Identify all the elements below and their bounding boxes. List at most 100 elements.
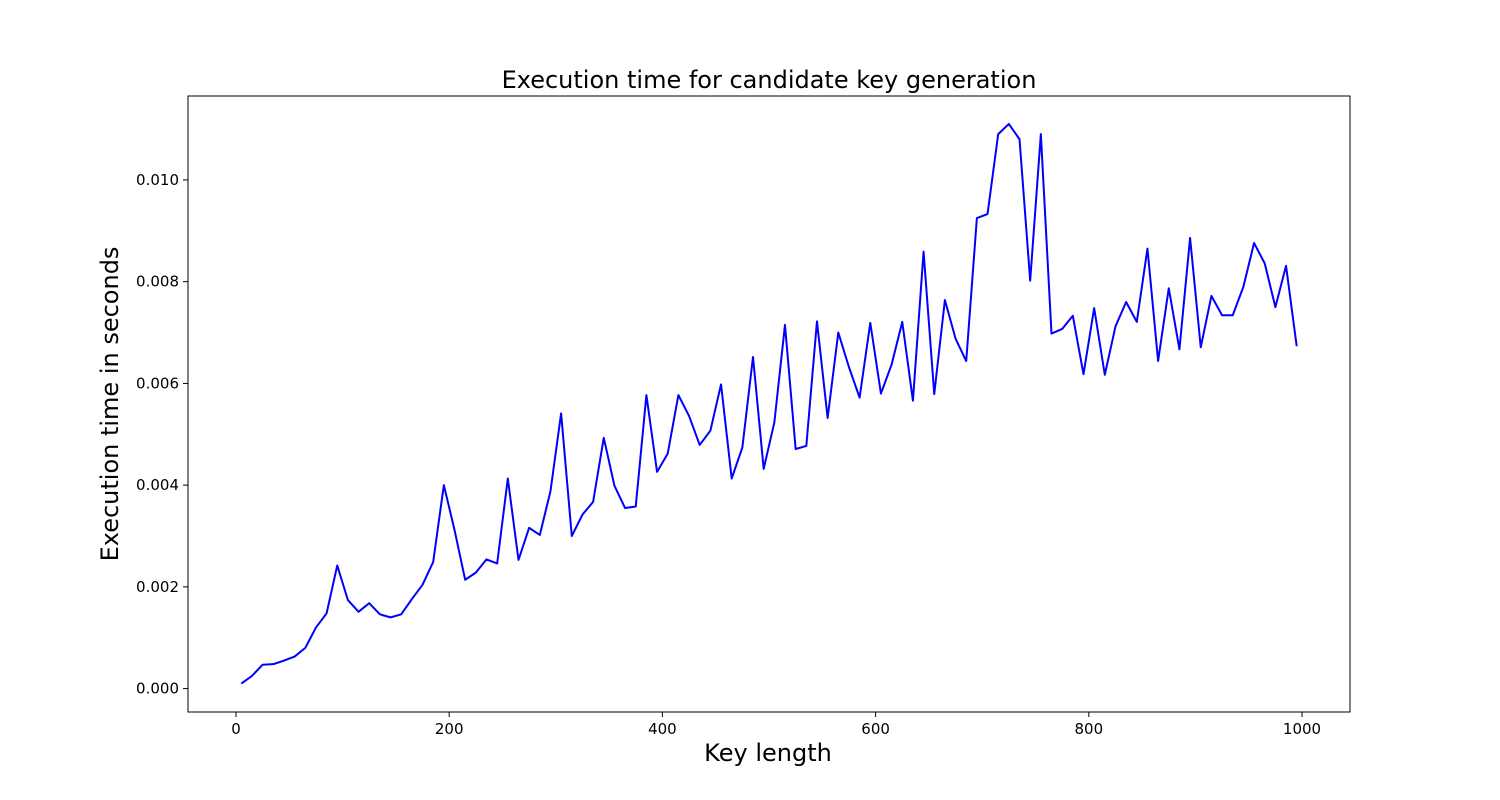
x-tick-label: 1000	[1283, 720, 1321, 738]
data-point	[432, 561, 434, 563]
data-point	[283, 660, 285, 662]
data-point	[763, 468, 765, 470]
chart-title: Execution time for candidate key generat…	[502, 66, 1037, 94]
data-point	[1253, 242, 1255, 244]
x-axis-ticks: 0 200 400 600 800 1000	[231, 712, 1321, 738]
data-point	[443, 484, 445, 486]
data-point	[358, 611, 360, 613]
data-point	[581, 514, 583, 516]
data-point	[731, 478, 733, 480]
data-point	[240, 683, 242, 685]
data-point	[933, 393, 935, 395]
data-point	[517, 559, 519, 561]
data-point	[347, 599, 349, 601]
data-point	[262, 664, 264, 666]
x-tick-label: 600	[861, 720, 890, 738]
data-point	[315, 627, 317, 629]
data-point	[1168, 287, 1170, 289]
data-point	[656, 471, 658, 473]
y-tick-label: 0.004	[136, 476, 179, 494]
data-point	[741, 446, 743, 448]
y-axis-label: Execution time in seconds	[96, 247, 124, 562]
data-point	[784, 324, 786, 326]
y-tick-label: 0.000	[136, 680, 179, 698]
data-point	[326, 612, 328, 614]
data-point	[294, 656, 296, 658]
data-point	[1008, 123, 1010, 125]
data-point	[1072, 315, 1074, 317]
data-point	[869, 322, 871, 324]
data-point	[997, 133, 999, 135]
data-point	[336, 565, 338, 567]
data-point	[1114, 325, 1116, 327]
data-point	[528, 527, 530, 529]
data-point	[677, 394, 679, 396]
data-point	[1040, 133, 1042, 135]
data-point	[816, 320, 818, 322]
data-point	[965, 360, 967, 362]
data-point	[859, 397, 861, 399]
data-point	[1178, 348, 1180, 350]
data-point	[1061, 328, 1063, 330]
data-point	[613, 485, 615, 487]
data-point	[976, 217, 978, 219]
data-point	[805, 445, 807, 447]
data-point	[1093, 307, 1095, 309]
data-point	[539, 534, 541, 536]
series-layer	[240, 122, 1298, 685]
data-point	[699, 444, 701, 446]
x-tick-label: 800	[1074, 720, 1103, 738]
data-point	[891, 364, 893, 366]
data-point	[560, 412, 562, 414]
data-point	[624, 507, 626, 509]
data-point	[379, 613, 381, 615]
data-point	[400, 613, 402, 615]
data-point	[592, 501, 594, 503]
y-tick-label: 0.002	[136, 578, 179, 596]
data-point	[368, 602, 370, 604]
data-point	[880, 393, 882, 395]
data-point	[454, 529, 456, 531]
data-point	[1285, 265, 1287, 267]
data-point	[1242, 286, 1244, 288]
data-point	[987, 213, 989, 215]
data-point	[464, 579, 466, 581]
data-point	[1189, 237, 1191, 239]
data-point	[1221, 314, 1223, 316]
data-point	[837, 332, 839, 334]
data-point	[848, 366, 850, 368]
data-point	[1210, 295, 1212, 297]
x-tick-label: 0	[231, 720, 241, 738]
data-point	[912, 400, 914, 402]
data-point	[944, 299, 946, 301]
data-point	[688, 415, 690, 417]
data-point	[1136, 321, 1138, 323]
data-point	[411, 598, 413, 600]
y-tick-label: 0.006	[136, 374, 179, 392]
data-point	[795, 448, 797, 450]
data-point	[1200, 346, 1202, 348]
data-point	[827, 417, 829, 419]
y-tick-label: 0.008	[136, 273, 179, 291]
data-point	[1019, 138, 1021, 140]
plot-area-frame	[187, 95, 1351, 713]
data-point	[1296, 345, 1298, 347]
data-point	[603, 437, 605, 439]
data-point	[507, 478, 509, 480]
data-point	[272, 663, 274, 665]
data-point	[923, 251, 925, 253]
data-point	[752, 356, 754, 358]
data-point	[496, 562, 498, 564]
data-point	[549, 490, 551, 492]
data-point	[720, 383, 722, 385]
series-line	[240, 122, 1298, 685]
data-point	[1051, 333, 1053, 335]
data-point	[667, 453, 669, 455]
data-point	[955, 338, 957, 340]
data-point	[1125, 301, 1127, 303]
y-tick-label: 0.010	[136, 171, 179, 189]
data-point	[645, 394, 647, 396]
data-point	[635, 506, 637, 508]
